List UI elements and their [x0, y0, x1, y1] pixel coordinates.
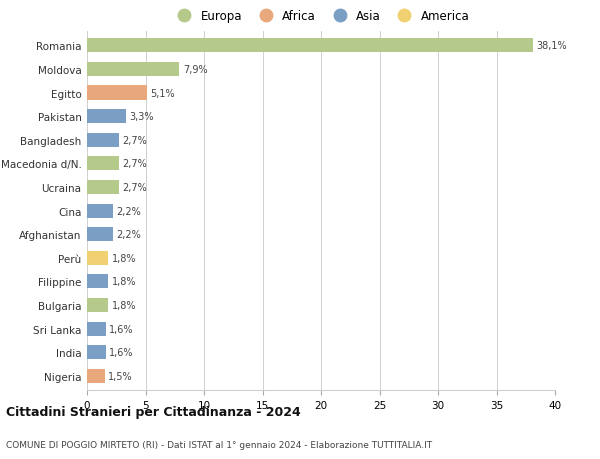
Text: 5,1%: 5,1% — [150, 89, 175, 98]
Bar — [87, 275, 108, 289]
Text: 3,3%: 3,3% — [129, 112, 154, 122]
Bar — [87, 86, 146, 101]
Bar — [87, 369, 104, 383]
Text: 1,8%: 1,8% — [112, 253, 136, 263]
Bar — [87, 251, 108, 265]
Text: 38,1%: 38,1% — [536, 41, 567, 51]
Text: 2,7%: 2,7% — [122, 159, 147, 169]
Bar — [87, 322, 106, 336]
Bar — [87, 228, 113, 242]
Text: 1,5%: 1,5% — [108, 371, 133, 381]
Text: 1,8%: 1,8% — [112, 277, 136, 287]
Bar — [87, 298, 108, 313]
Text: Cittadini Stranieri per Cittadinanza - 2024: Cittadini Stranieri per Cittadinanza - 2… — [6, 405, 301, 419]
Text: 1,8%: 1,8% — [112, 300, 136, 310]
Legend: Europa, Africa, Asia, America: Europa, Africa, Asia, America — [172, 10, 470, 22]
Text: 2,2%: 2,2% — [116, 230, 141, 240]
Bar — [87, 134, 119, 147]
Bar — [87, 63, 179, 77]
Bar — [87, 204, 113, 218]
Text: 2,7%: 2,7% — [122, 135, 147, 146]
Text: COMUNE DI POGGIO MIRTETO (RI) - Dati ISTAT al 1° gennaio 2024 - Elaborazione TUT: COMUNE DI POGGIO MIRTETO (RI) - Dati IST… — [6, 441, 432, 449]
Bar — [87, 110, 125, 124]
Text: 1,6%: 1,6% — [109, 324, 134, 334]
Bar — [87, 180, 119, 195]
Text: 1,6%: 1,6% — [109, 347, 134, 358]
Text: 7,9%: 7,9% — [183, 65, 208, 75]
Bar — [87, 157, 119, 171]
Text: 2,7%: 2,7% — [122, 183, 147, 193]
Bar — [87, 346, 106, 359]
Bar — [87, 39, 533, 53]
Text: 2,2%: 2,2% — [116, 206, 141, 216]
